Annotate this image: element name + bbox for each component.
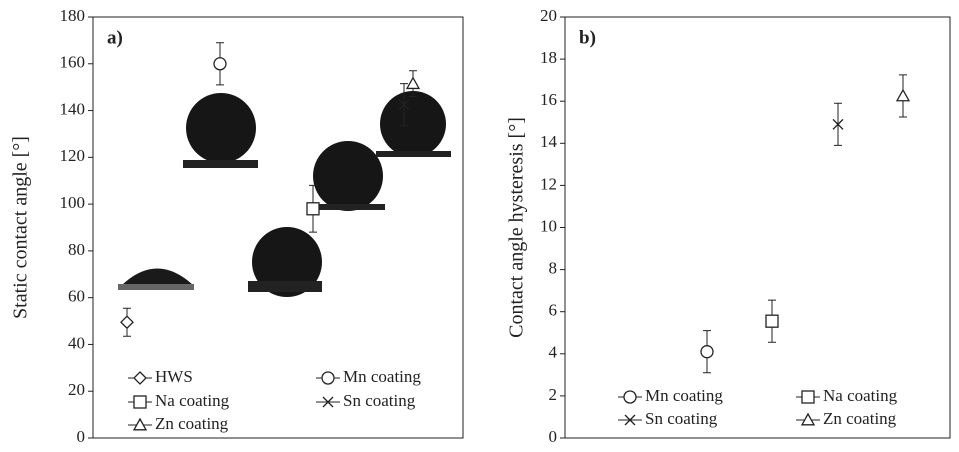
substrate bbox=[312, 204, 385, 210]
legend-marker bbox=[801, 390, 815, 404]
droplet-images bbox=[118, 91, 451, 297]
substrate bbox=[118, 284, 194, 290]
legend-marker bbox=[133, 395, 147, 409]
legend-label: HWS bbox=[155, 367, 193, 386]
y-tick-label: 60 bbox=[68, 287, 85, 306]
droplet bbox=[313, 141, 383, 211]
marker bbox=[832, 118, 844, 130]
legend-label: Mn coating bbox=[343, 367, 421, 386]
legend-marker bbox=[321, 371, 335, 385]
y-axis-label: Contact angle hysteresis [°] bbox=[506, 117, 528, 338]
y-tick-label: 18 bbox=[540, 48, 557, 67]
legend-marker bbox=[132, 417, 148, 431]
y-tick-label: 2 bbox=[549, 385, 558, 404]
legend-marker bbox=[800, 412, 816, 426]
marker bbox=[895, 88, 911, 102]
marker bbox=[700, 345, 714, 359]
marker bbox=[398, 99, 410, 111]
y-tick-label: 0 bbox=[77, 427, 86, 446]
legend-label: Na coating bbox=[155, 391, 230, 410]
legend-marker bbox=[624, 414, 636, 426]
legend-label: Zn coating bbox=[155, 414, 229, 433]
y-tick-label: 140 bbox=[60, 99, 86, 118]
legend-label: Sn coating bbox=[343, 391, 416, 410]
y-tick-label: 4 bbox=[549, 343, 558, 362]
droplet bbox=[252, 227, 322, 297]
y-axis-label: Static contact angle [°] bbox=[10, 136, 32, 319]
droplet bbox=[380, 91, 446, 157]
droplet bbox=[186, 93, 256, 163]
y-tick-label: 14 bbox=[540, 132, 558, 151]
y-tick-label: 80 bbox=[68, 240, 85, 259]
y-tick-label: 6 bbox=[549, 301, 558, 320]
legend-marker bbox=[623, 390, 637, 404]
legend-label: Mn coating bbox=[645, 386, 723, 405]
marker bbox=[306, 202, 320, 216]
substrate bbox=[248, 281, 322, 292]
legend-label: Zn coating bbox=[823, 409, 897, 428]
panel-label: b) bbox=[579, 27, 596, 48]
substrate bbox=[376, 151, 451, 157]
y-tick-label: 8 bbox=[549, 259, 558, 278]
y-tick-label: 100 bbox=[60, 193, 86, 212]
legend-label: Na coating bbox=[823, 386, 898, 405]
substrate bbox=[183, 160, 258, 168]
panel-label: a) bbox=[107, 27, 123, 48]
marker bbox=[213, 57, 227, 71]
plot-frame bbox=[92, 16, 464, 439]
marker bbox=[120, 315, 134, 330]
y-tick-label: 20 bbox=[540, 6, 557, 25]
droplet bbox=[122, 268, 193, 285]
y-tick-label: 180 bbox=[60, 6, 86, 25]
y-tick-label: 120 bbox=[60, 146, 86, 165]
y-tick-label: 40 bbox=[68, 333, 85, 352]
y-tick-label: 0 bbox=[549, 427, 558, 446]
legend-label: Sn coating bbox=[645, 409, 718, 428]
y-tick-label: 16 bbox=[540, 90, 557, 109]
marker bbox=[405, 76, 421, 90]
y-tick-label: 12 bbox=[540, 174, 557, 193]
legend-marker bbox=[133, 371, 147, 385]
marker bbox=[765, 314, 779, 328]
y-tick-label: 160 bbox=[60, 53, 86, 72]
y-tick-label: 10 bbox=[540, 216, 557, 235]
y-tick-label: 20 bbox=[68, 380, 85, 399]
legend-marker bbox=[322, 396, 334, 408]
